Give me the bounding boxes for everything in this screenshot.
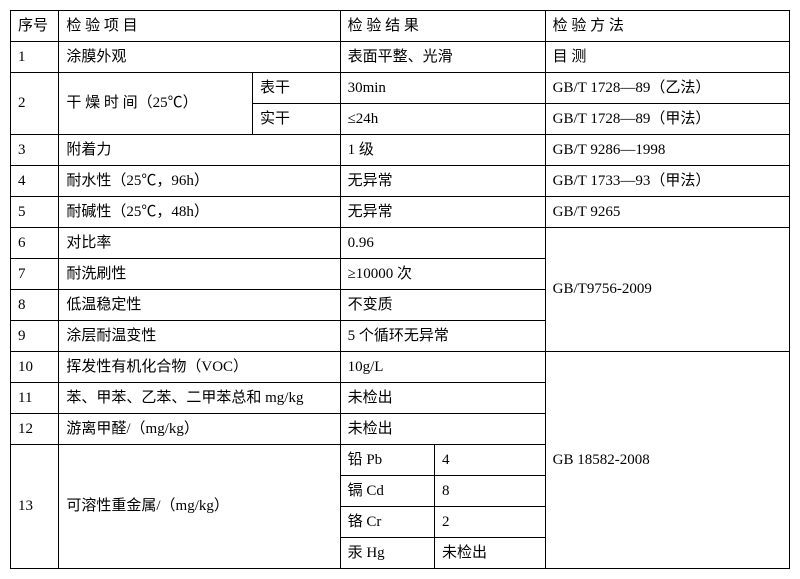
cell-result: 10g/L — [340, 352, 545, 383]
hdr-method: 检 验 方 法 — [545, 11, 789, 42]
cell-idx: 1 — [11, 42, 59, 73]
cell-idx: 10 — [11, 352, 59, 383]
cell-item: 对比率 — [59, 228, 340, 259]
cell-subitem: 实干 — [252, 104, 340, 135]
cell-idx: 8 — [11, 290, 59, 321]
cell-item: 涂膜外观 — [59, 42, 340, 73]
cell-metal: 铅 Pb — [340, 445, 434, 476]
cell-result: ≤24h — [340, 104, 545, 135]
cell-idx: 3 — [11, 135, 59, 166]
cell-item: 耐碱性（25℃，48h） — [59, 197, 340, 228]
cell-method: 目 测 — [545, 42, 789, 73]
table-header-row: 序号 检 验 项 目 检 验 结 果 检 验 方 法 — [11, 11, 790, 42]
table-row: 5 耐碱性（25℃，48h） 无异常 GB/T 9265 — [11, 197, 790, 228]
cell-result: ≥10000 次 — [340, 259, 545, 290]
cell-result: 表面平整、光滑 — [340, 42, 545, 73]
cell-metal-val: 2 — [435, 507, 546, 538]
cell-metal: 汞 Hg — [340, 538, 434, 569]
cell-result: 未检出 — [340, 414, 545, 445]
cell-result: 无异常 — [340, 197, 545, 228]
inspection-table: 序号 检 验 项 目 检 验 结 果 检 验 方 法 1 涂膜外观 表面平整、光… — [10, 10, 790, 569]
cell-idx: 13 — [11, 445, 59, 569]
cell-metal: 镉 Cd — [340, 476, 434, 507]
cell-metal: 铬 Cr — [340, 507, 434, 538]
cell-result: 30min — [340, 73, 545, 104]
cell-subitem: 表干 — [252, 73, 340, 104]
table-row: 10 挥发性有机化合物（VOC） 10g/L GB 18582-2008 — [11, 352, 790, 383]
table-row: 4 耐水性（25℃，96h） 无异常 GB/T 1733—93（甲法） — [11, 166, 790, 197]
cell-item: 耐洗刷性 — [59, 259, 340, 290]
cell-method: GB/T 9265 — [545, 197, 789, 228]
cell-method: GB/T 1728—89（甲法） — [545, 104, 789, 135]
cell-idx: 4 — [11, 166, 59, 197]
cell-item: 挥发性有机化合物（VOC） — [59, 352, 340, 383]
cell-result: 未检出 — [340, 383, 545, 414]
table-row: 6 对比率 0.96 GB/T9756-2009 — [11, 228, 790, 259]
hdr-item: 检 验 项 目 — [59, 11, 340, 42]
cell-result: 无异常 — [340, 166, 545, 197]
cell-method: GB/T 1733—93（甲法） — [545, 166, 789, 197]
cell-result: 5 个循环无异常 — [340, 321, 545, 352]
cell-result: 0.96 — [340, 228, 545, 259]
hdr-result: 检 验 结 果 — [340, 11, 545, 42]
cell-item: 涂层耐温变性 — [59, 321, 340, 352]
table-row: 3 附着力 1 级 GB/T 9286—1998 — [11, 135, 790, 166]
cell-idx: 11 — [11, 383, 59, 414]
cell-result: 不变质 — [340, 290, 545, 321]
cell-item: 游离甲醛/（mg/kg） — [59, 414, 340, 445]
cell-idx: 5 — [11, 197, 59, 228]
cell-metal-val: 4 — [435, 445, 546, 476]
cell-idx: 2 — [11, 73, 59, 135]
cell-idx: 6 — [11, 228, 59, 259]
cell-method: GB/T 1728—89（乙法） — [545, 73, 789, 104]
cell-item: 苯、甲苯、乙苯、二甲苯总和 mg/kg — [59, 383, 340, 414]
cell-item: 附着力 — [59, 135, 340, 166]
cell-result: 1 级 — [340, 135, 545, 166]
hdr-idx: 序号 — [11, 11, 59, 42]
cell-item: 干 燥 时 间（25℃） — [59, 73, 253, 135]
cell-idx: 12 — [11, 414, 59, 445]
table-row: 2 干 燥 时 间（25℃） 表干 30min GB/T 1728—89（乙法） — [11, 73, 790, 104]
cell-idx: 9 — [11, 321, 59, 352]
cell-method: GB/T 9286—1998 — [545, 135, 789, 166]
table-row: 1 涂膜外观 表面平整、光滑 目 测 — [11, 42, 790, 73]
cell-item: 低温稳定性 — [59, 290, 340, 321]
cell-metal-val: 未检出 — [435, 538, 546, 569]
cell-idx: 7 — [11, 259, 59, 290]
cell-item: 耐水性（25℃，96h） — [59, 166, 340, 197]
cell-method: GB 18582-2008 — [545, 352, 789, 569]
cell-item: 可溶性重金属/（mg/kg） — [59, 445, 340, 569]
cell-metal-val: 8 — [435, 476, 546, 507]
cell-method: GB/T9756-2009 — [545, 228, 789, 352]
